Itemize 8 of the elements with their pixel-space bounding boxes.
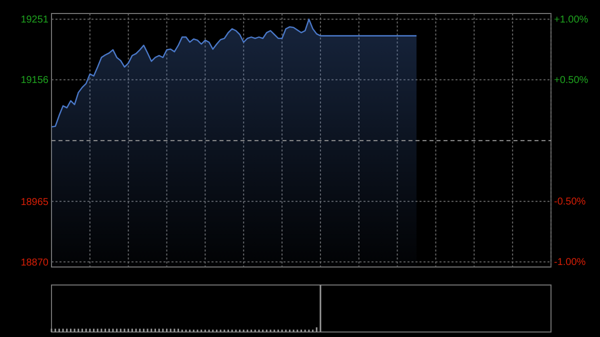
y2-tick-label: +0.50%	[554, 75, 588, 86]
y2-tick-label: -1.00%	[554, 256, 586, 268]
y2-tick-label: +1.00%	[554, 14, 588, 26]
y-tick-label: 18965	[20, 196, 49, 208]
y-tick-label: 18870	[20, 257, 49, 268]
y-tick-label: 19156	[20, 75, 49, 86]
y-tick-label: 19251	[20, 14, 49, 26]
y2-tick-label: -0.50%	[554, 196, 586, 208]
